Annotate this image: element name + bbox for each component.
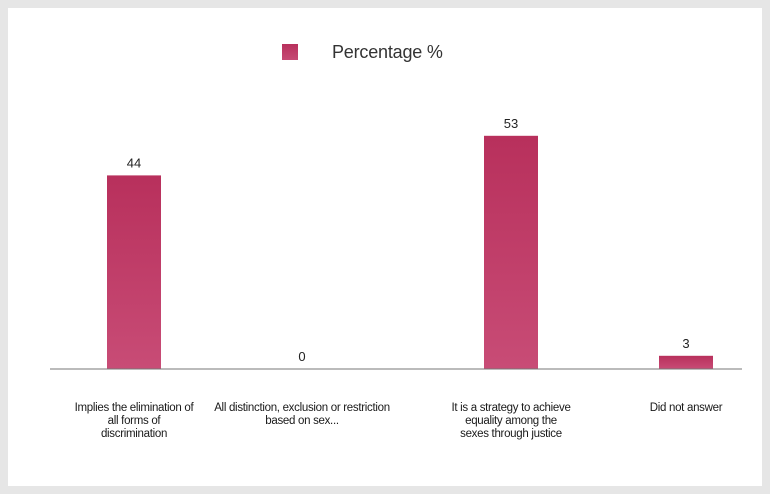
bar-4 [659, 355, 713, 369]
chart-legend: Percentage % [282, 38, 443, 66]
legend-swatch [282, 44, 298, 60]
data-label-2: 0 [298, 349, 305, 364]
legend-label: Percentage % [332, 41, 443, 62]
bar-3 [484, 135, 538, 369]
x-tick-label-1: Implies the elimination of all forms of … [74, 402, 194, 440]
bar-1 [107, 175, 161, 369]
data-label-1: 44 [127, 155, 141, 170]
x-tick-label-4: Did not answer [649, 402, 723, 414]
data-label-4: 3 [682, 336, 689, 351]
x-tick-label-2: All distinction, exclusion or restrictio… [214, 402, 390, 427]
x-tick-label-3: It is a strategy to achieve equality amo… [451, 402, 571, 440]
data-label-3: 53 [504, 116, 518, 131]
